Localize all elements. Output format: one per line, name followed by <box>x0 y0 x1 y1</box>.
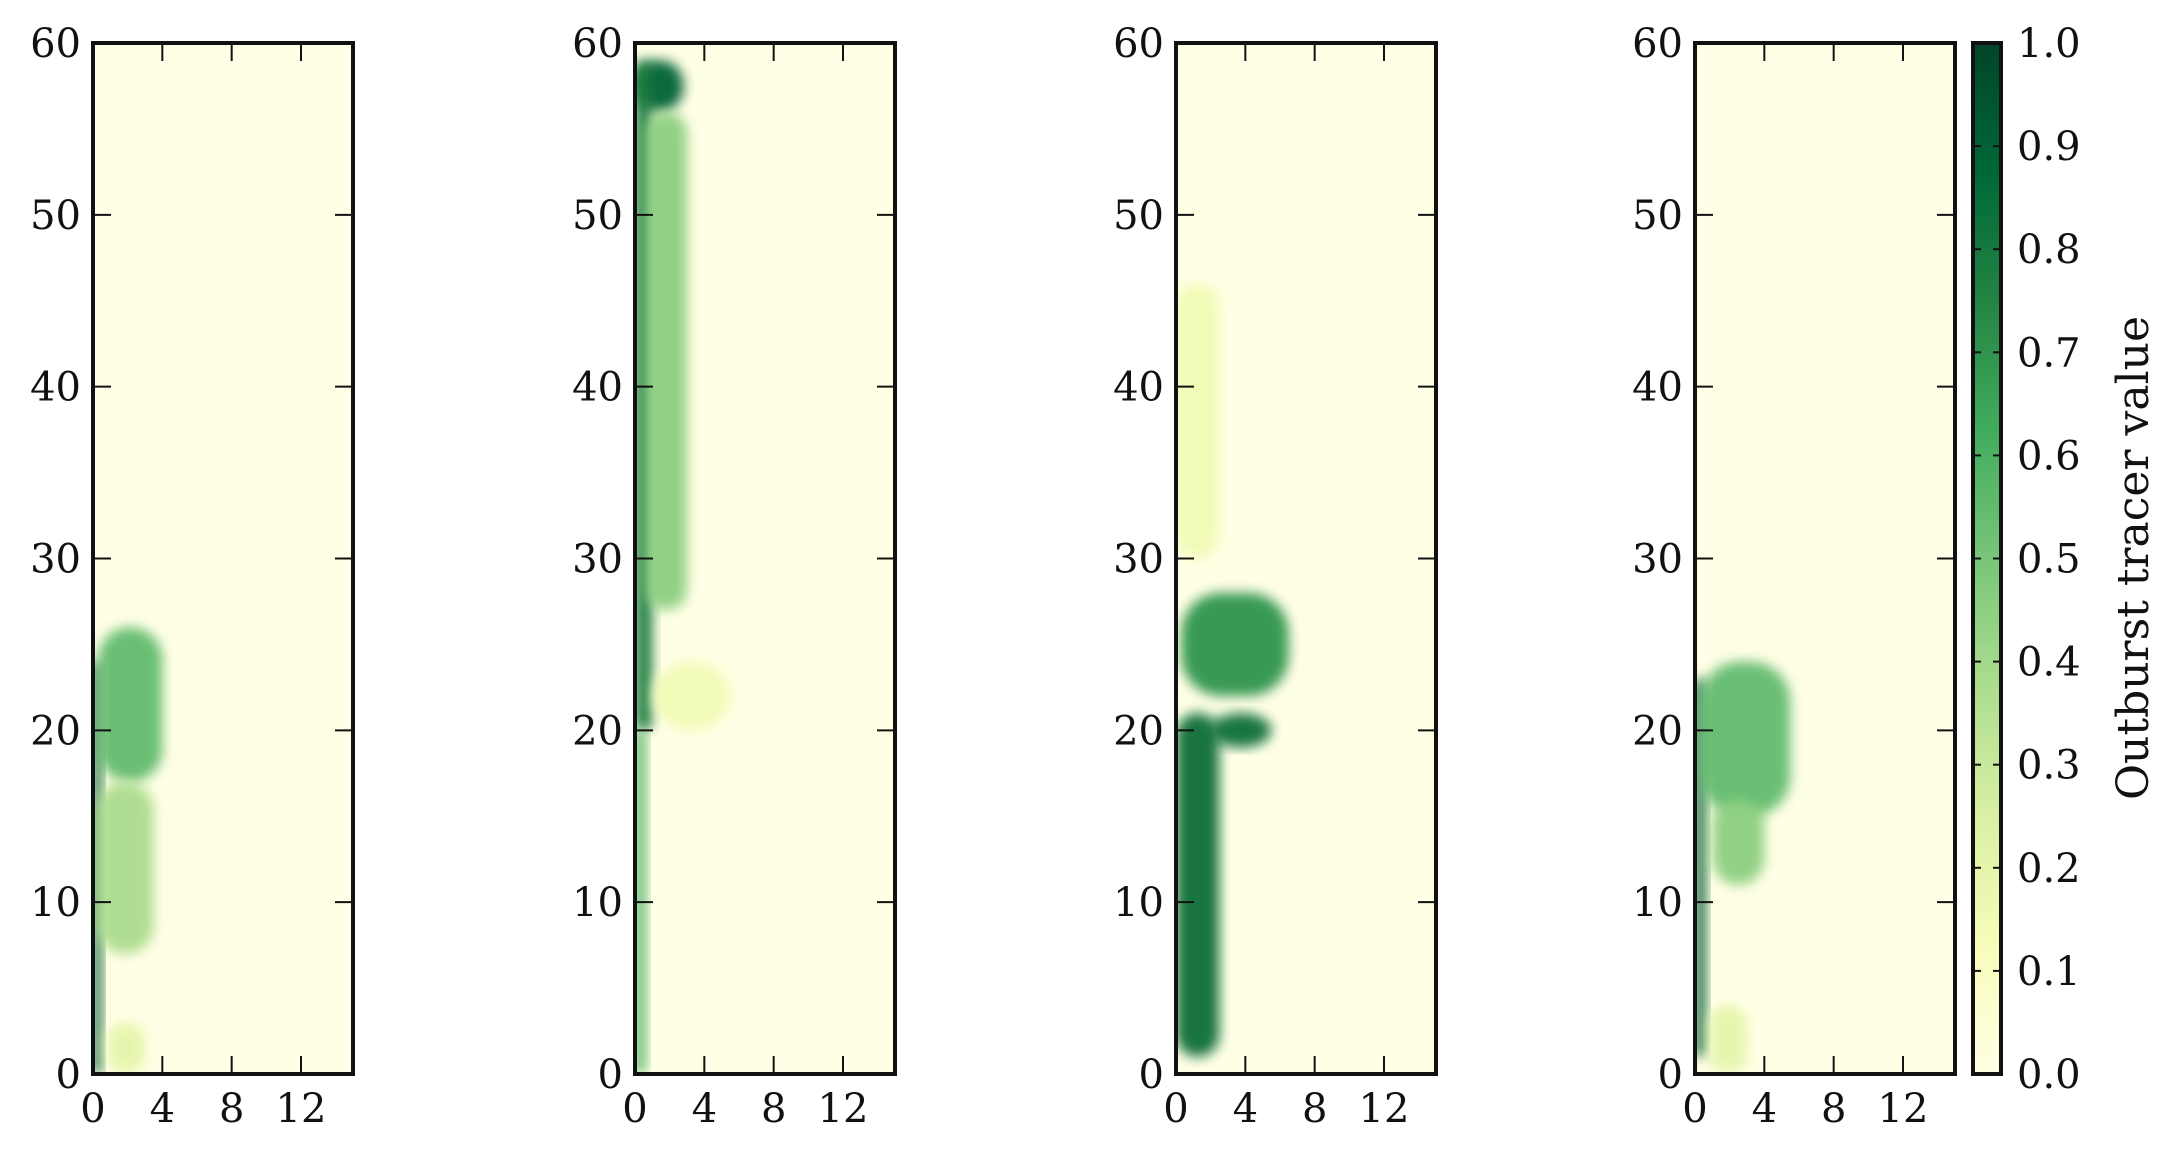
y-tick-label: 10 <box>1113 880 1164 926</box>
x-tick-label: 4 <box>1233 1086 1258 1132</box>
y-tick-label: 0 <box>1658 1052 1683 1098</box>
tracer-region <box>645 111 687 611</box>
x-tick-label: 4 <box>1752 1086 1777 1132</box>
colorbar-tick-label: 0.5 <box>2017 537 2081 583</box>
y-tick-label: 40 <box>572 365 623 411</box>
panel-4-tracer-field <box>1695 661 1791 1074</box>
x-tick-label: 4 <box>150 1086 175 1132</box>
panel-3-tracer-field <box>1176 283 1289 1057</box>
y-tick-label: 60 <box>30 21 81 67</box>
panel-1-frame <box>91 41 355 1076</box>
x-tick-label: 0 <box>1682 1086 1707 1132</box>
y-tick-label: 20 <box>1113 708 1164 754</box>
colorbar-tick-label: 0.7 <box>2017 330 2081 376</box>
x-tick-label: 8 <box>219 1086 244 1132</box>
colorbar-tick-label: 1.0 <box>2017 21 2081 67</box>
colorbar-tick-label: 0.4 <box>2017 640 2081 686</box>
y-tick-label: 50 <box>572 193 623 239</box>
y-tick-label: 60 <box>1113 21 1164 67</box>
x-tick-label: 12 <box>1878 1086 1929 1132</box>
y-tick-label: 40 <box>1632 365 1683 411</box>
y-tick-label: 20 <box>1632 708 1683 754</box>
y-tick-label: 30 <box>1113 537 1164 583</box>
y-tick-label: 60 <box>1632 21 1683 67</box>
y-tick-label: 50 <box>1632 193 1683 239</box>
colorbar-tick-label: 0.1 <box>2017 949 2081 995</box>
tracer-region <box>1700 661 1791 817</box>
colorbar-label: Outburst tracer value <box>2108 316 2159 800</box>
y-tick-label: 30 <box>1632 537 1683 583</box>
panel-3-frame <box>1174 41 1438 1076</box>
colorbar-tick-label: 0.2 <box>2017 846 2081 892</box>
tracer-region <box>98 627 163 782</box>
x-tick-label: 0 <box>1163 1086 1188 1132</box>
colorbar-tick-label: 0.8 <box>2017 227 2081 273</box>
y-tick-label: 30 <box>30 537 81 583</box>
y-tick-label: 30 <box>572 537 623 583</box>
panel-4-background <box>1695 43 1955 1074</box>
x-tick-label: 0 <box>622 1086 647 1132</box>
tracer-region <box>1210 713 1272 748</box>
colorbar-tick-label: 0.9 <box>2017 124 2081 170</box>
x-tick-label: 12 <box>1359 1086 1410 1132</box>
y-tick-label: 60 <box>572 21 623 67</box>
tracer-region <box>106 1022 145 1074</box>
tracer-region <box>1176 713 1220 1057</box>
y-tick-label: 10 <box>572 880 623 926</box>
y-tick-label: 0 <box>56 1052 81 1098</box>
colorbar-tick-label: 0.3 <box>2017 743 2081 789</box>
y-tick-label: 10 <box>1632 880 1683 926</box>
y-tick-label: 20 <box>572 708 623 754</box>
tracer-region <box>1708 1005 1747 1074</box>
x-tick-label: 0 <box>80 1086 105 1132</box>
y-tick-label: 50 <box>30 193 81 239</box>
panel-2-frame <box>633 41 897 1076</box>
y-tick-label: 40 <box>1113 365 1164 411</box>
y-tick-label: 40 <box>30 365 81 411</box>
tracer-region <box>1712 799 1765 885</box>
colorbar-frame <box>1971 41 2003 1076</box>
x-tick-label: 4 <box>692 1086 717 1132</box>
tracer-region <box>96 781 154 954</box>
tracer-region <box>1181 592 1289 696</box>
x-tick-label: 8 <box>1302 1086 1327 1132</box>
x-tick-label: 8 <box>1821 1086 1846 1132</box>
y-tick-label: 50 <box>1113 193 1164 239</box>
y-tick-label: 20 <box>30 708 81 754</box>
tracer-region <box>1176 283 1220 559</box>
x-tick-label: 12 <box>818 1086 869 1132</box>
y-tick-label: 10 <box>30 880 81 926</box>
colorbar-ticks: 0.0 0.1 0.2 0.3 0.4 0.5 0.6 0.7 0.8 0.9 1.0 <box>1973 21 2081 1098</box>
x-tick-label: 12 <box>276 1086 327 1132</box>
y-tick-label: 0 <box>598 1052 623 1098</box>
colorbar-tick-label: 0.6 <box>2017 433 2081 479</box>
panel-2-tracer-field <box>635 60 731 1074</box>
panel-4-frame <box>1693 41 1957 1076</box>
tracer-region <box>652 661 731 731</box>
colorbar: 0.0 0.1 0.2 0.3 0.4 0.5 0.6 0.7 0.8 0.9 1.0 Outbur… <box>1971 21 2159 1098</box>
panel-1-tracer-field <box>93 627 163 1074</box>
colorbar-tick-label: 0.0 <box>2017 1052 2081 1098</box>
y-tick-label: 0 <box>1139 1052 1164 1098</box>
x-tick-label: 8 <box>761 1086 786 1132</box>
